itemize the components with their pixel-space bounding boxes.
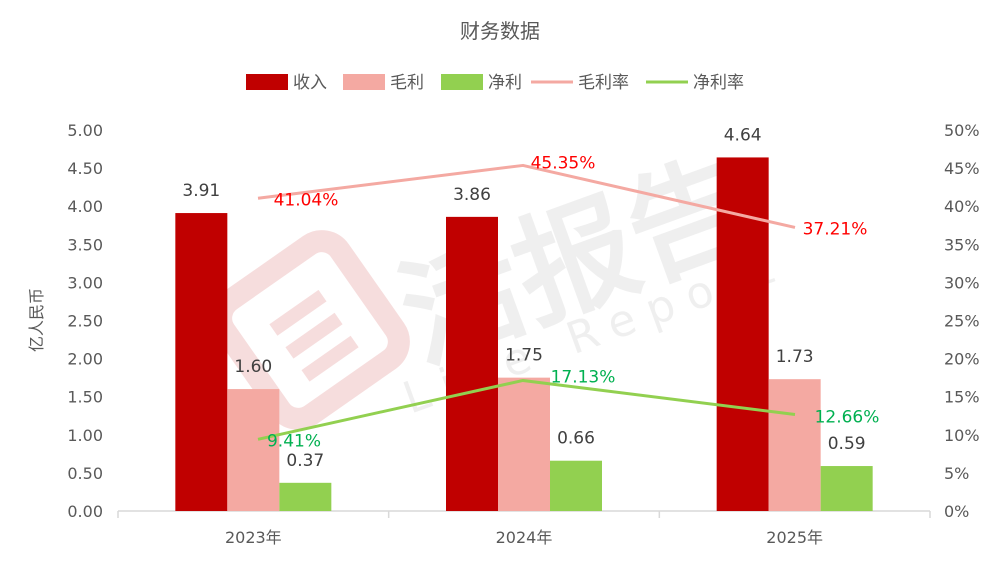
y2-tick-label: 5% xyxy=(944,464,969,483)
line-data-label: 17.13% xyxy=(551,367,616,387)
x-tick-label: 2024年 xyxy=(496,528,553,547)
bar-data-label: 0.37 xyxy=(286,451,324,471)
legend-label: 净利 xyxy=(488,73,522,93)
y2-tick-label: 0% xyxy=(944,502,969,521)
y-tick-label: 1.00 xyxy=(67,426,103,445)
legend-label: 毛利 xyxy=(390,73,424,93)
bar-收入 xyxy=(446,216,498,512)
bar-毛利 xyxy=(227,389,280,511)
bar-data-label: 0.59 xyxy=(828,434,866,454)
line-data-label: 41.04% xyxy=(274,190,339,210)
y-tick-label: 0.50 xyxy=(67,464,103,483)
y-axis-right: 0% 5% 10% 15% 20% 25% 30% 35% 40% 45% 50% xyxy=(944,121,980,521)
bar-data-label: 0.66 xyxy=(557,429,595,449)
legend-label: 净利率 xyxy=(693,73,744,93)
y-tick-label: 3.00 xyxy=(67,273,103,292)
bar-data-label: 3.91 xyxy=(182,181,220,201)
bar-毛利 xyxy=(768,379,821,511)
y2-tick-label: 35% xyxy=(944,235,980,254)
watermark-logo-icon xyxy=(210,230,410,430)
legend-label: 毛利率 xyxy=(578,73,629,93)
bar-毛利 xyxy=(498,377,550,511)
y-tick-label: 4.00 xyxy=(67,197,103,216)
x-tick-label: 2025年 xyxy=(766,528,823,547)
y2-tick-label: 25% xyxy=(944,312,980,331)
line-data-label: 9.41% xyxy=(267,431,321,451)
bar-data-label: 1.75 xyxy=(505,346,543,366)
legend: 收入 毛利 净利 毛利率 净利率 xyxy=(246,73,744,93)
line-毛利率 xyxy=(257,163,796,229)
line-data-label: 37.21% xyxy=(803,219,868,239)
bar-收入 xyxy=(175,213,228,512)
bar-净利 xyxy=(550,460,602,511)
bar-data-label: 1.73 xyxy=(776,347,814,367)
y2-tick-label: 50% xyxy=(944,121,980,140)
bar-净利 xyxy=(820,466,873,511)
y2-tick-label: 45% xyxy=(944,159,980,178)
y-tick-label: 2.50 xyxy=(67,312,103,331)
y2-tick-label: 30% xyxy=(944,273,980,292)
y-tick-label: 2.00 xyxy=(67,350,103,369)
y-tick-label: 1.50 xyxy=(67,388,103,407)
line-data-label: 45.35% xyxy=(531,153,596,173)
y-tick-label: 0.00 xyxy=(67,502,103,521)
y-axis-title: 亿人民币 xyxy=(27,288,46,352)
chart-title: 财务数据 xyxy=(460,19,540,43)
y2-tick-label: 10% xyxy=(944,426,980,445)
y-tick-label: 4.50 xyxy=(67,159,103,178)
y-tick-label: 3.50 xyxy=(67,235,103,254)
legend-label: 收入 xyxy=(293,73,327,93)
bar-data-label: 4.64 xyxy=(724,125,762,145)
bar-data-label: 3.86 xyxy=(453,185,491,205)
x-axis: 2023年 2024年 2025年 xyxy=(117,511,931,547)
line-净利率 xyxy=(257,378,796,441)
y2-tick-label: 15% xyxy=(944,388,980,407)
bar-净利 xyxy=(279,482,332,511)
y-tick-label: 5.00 xyxy=(67,121,103,140)
y2-tick-label: 40% xyxy=(944,197,980,216)
lines xyxy=(257,163,796,441)
legend-swatch xyxy=(441,74,483,90)
bar-data-label: 1.60 xyxy=(234,357,272,377)
y2-tick-label: 20% xyxy=(944,350,980,369)
legend-swatch xyxy=(246,74,288,90)
line-data-label: 12.66% xyxy=(815,408,880,428)
x-tick-label: 2023年 xyxy=(225,528,282,547)
legend-swatch xyxy=(343,74,385,90)
y-axis-left: 0.00 0.50 1.00 1.50 2.00 2.50 3.00 3.50 4.00 4.50… xyxy=(67,121,103,521)
data-labels: 3.91 3.86 4.64 1.60 1.75 1.73 0.37 0.66 0.59 41.0… xyxy=(182,125,879,470)
